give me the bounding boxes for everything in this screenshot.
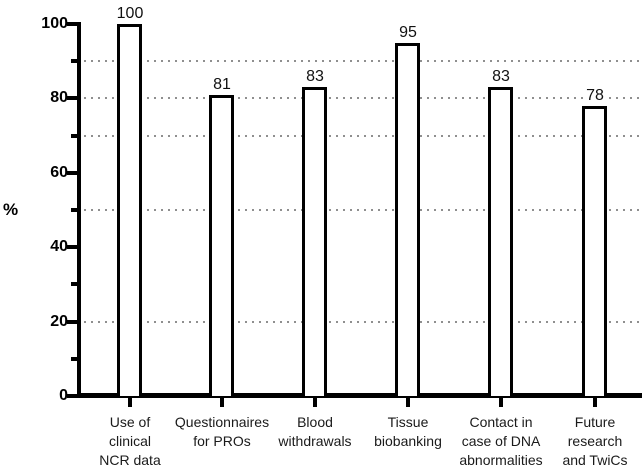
category-label-line: biobanking — [374, 433, 442, 449]
y-minor-tick-10 — [71, 356, 78, 361]
y-minor-tick-50 — [71, 208, 78, 212]
bar-value-label-1: 100 — [114, 5, 146, 23]
category-label-line: withdrawals — [278, 433, 352, 449]
y-tick-label-40: 40 — [50, 238, 68, 256]
gridline-50 — [84, 209, 640, 211]
gridline-70 — [84, 134, 640, 137]
bar-3 — [302, 87, 327, 396]
category-label-6: Future research and TwiCs — [533, 413, 644, 470]
y-tick-label-0: 0 — [59, 387, 68, 404]
y-major-tick-20 — [67, 319, 78, 324]
y-major-tick-40 — [67, 245, 78, 250]
category-label-line: Blood — [297, 414, 333, 430]
y-minor-tick-90 — [71, 59, 78, 64]
category-label-1: Use of clinical NCR data — [68, 413, 192, 470]
y-major-tick-0 — [67, 394, 78, 398]
category-label-line: research — [567, 433, 623, 449]
x-tick-5 — [499, 398, 503, 407]
x-axis-line — [77, 393, 642, 398]
y-axis-line — [77, 22, 81, 396]
y-tick-label-20: 20 — [50, 312, 68, 330]
bar-2 — [209, 95, 234, 396]
bar-value-label-2: 81 — [211, 76, 233, 94]
bar-value-label-3: 83 — [304, 68, 326, 86]
gridline-20 — [84, 320, 640, 323]
gridline-90 — [84, 60, 640, 63]
y-major-tick-100 — [67, 22, 78, 26]
category-label-line: clinical — [108, 433, 151, 449]
category-label-line: Questionnaires — [174, 414, 270, 430]
category-label-line: Contact in — [469, 414, 533, 430]
y-axis-label: % — [3, 200, 19, 219]
y-major-tick-60 — [67, 170, 78, 175]
y-minor-tick-70 — [71, 133, 78, 138]
bar-6 — [582, 106, 607, 396]
bar-value-label-4: 95 — [397, 24, 419, 42]
bar-1 — [117, 24, 142, 396]
category-label-5: Contact in case of DNA abnormalities — [439, 413, 563, 470]
x-tick-2 — [220, 398, 224, 407]
category-label-3: Blood withdrawals — [253, 413, 377, 451]
bar-value-label-5: 83 — [490, 68, 512, 86]
x-tick-6 — [593, 398, 597, 407]
x-tick-1 — [128, 398, 132, 407]
y-tick-label-60: 60 — [50, 163, 68, 181]
category-label-line: for PROs — [193, 433, 251, 449]
category-label-line: abnormalities — [459, 452, 543, 468]
y-tick-label-100: 100 — [41, 15, 68, 32]
category-label-4: Tissue biobanking — [346, 413, 470, 451]
category-label-line: and TwiCs — [562, 452, 628, 468]
bar-5 — [488, 87, 513, 396]
bar-4 — [395, 43, 420, 396]
y-major-tick-80 — [67, 96, 78, 101]
category-label-line: Future — [574, 414, 616, 430]
bar-value-label-6: 78 — [584, 87, 606, 105]
category-label-line: Use of — [109, 414, 151, 430]
x-tick-3 — [313, 398, 317, 407]
category-label-line: Tissue — [387, 414, 429, 430]
gridline-80 — [84, 97, 640, 100]
category-label-2: Questionnaires for PROs — [160, 413, 284, 451]
category-label-line: NCR data — [99, 452, 161, 468]
y-tick-label-80: 80 — [50, 89, 68, 107]
y-minor-tick-30 — [71, 282, 78, 287]
category-label-line: case of DNA — [461, 433, 541, 449]
x-tick-4 — [406, 398, 410, 407]
